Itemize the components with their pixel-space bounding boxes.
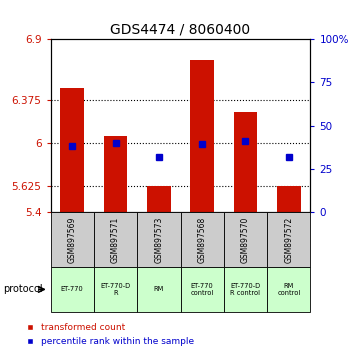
Text: GSM897570: GSM897570 xyxy=(241,217,250,263)
Bar xyxy=(224,267,267,312)
Text: GSM897572: GSM897572 xyxy=(284,217,293,263)
Bar xyxy=(51,212,94,267)
Bar xyxy=(94,267,137,312)
Text: ET-770-D
R control: ET-770-D R control xyxy=(230,283,261,296)
Title: GDS4474 / 8060400: GDS4474 / 8060400 xyxy=(110,22,251,36)
Bar xyxy=(180,267,224,312)
Text: RM
control: RM control xyxy=(277,283,300,296)
Text: ET-770
control: ET-770 control xyxy=(191,283,214,296)
Bar xyxy=(137,212,180,267)
Bar xyxy=(267,267,310,312)
Bar xyxy=(180,212,224,267)
Bar xyxy=(147,186,171,212)
Text: ET-770-D
R: ET-770-D R xyxy=(100,283,131,296)
Bar xyxy=(190,60,214,212)
Text: GSM897571: GSM897571 xyxy=(111,217,120,263)
Text: GSM897569: GSM897569 xyxy=(68,217,77,263)
Bar xyxy=(224,212,267,267)
Text: ET-770: ET-770 xyxy=(61,286,84,292)
Bar xyxy=(277,186,301,212)
Text: GSM897568: GSM897568 xyxy=(198,217,206,263)
Bar xyxy=(234,112,257,212)
Bar xyxy=(60,87,84,212)
Bar xyxy=(104,136,127,212)
Text: RM: RM xyxy=(154,286,164,292)
Legend: transformed count, percentile rank within the sample: transformed count, percentile rank withi… xyxy=(23,320,197,349)
Text: GSM897573: GSM897573 xyxy=(155,217,163,263)
Bar xyxy=(51,267,94,312)
Text: protocol: protocol xyxy=(4,284,43,295)
Bar xyxy=(267,212,310,267)
Bar xyxy=(137,267,180,312)
Bar xyxy=(94,212,137,267)
